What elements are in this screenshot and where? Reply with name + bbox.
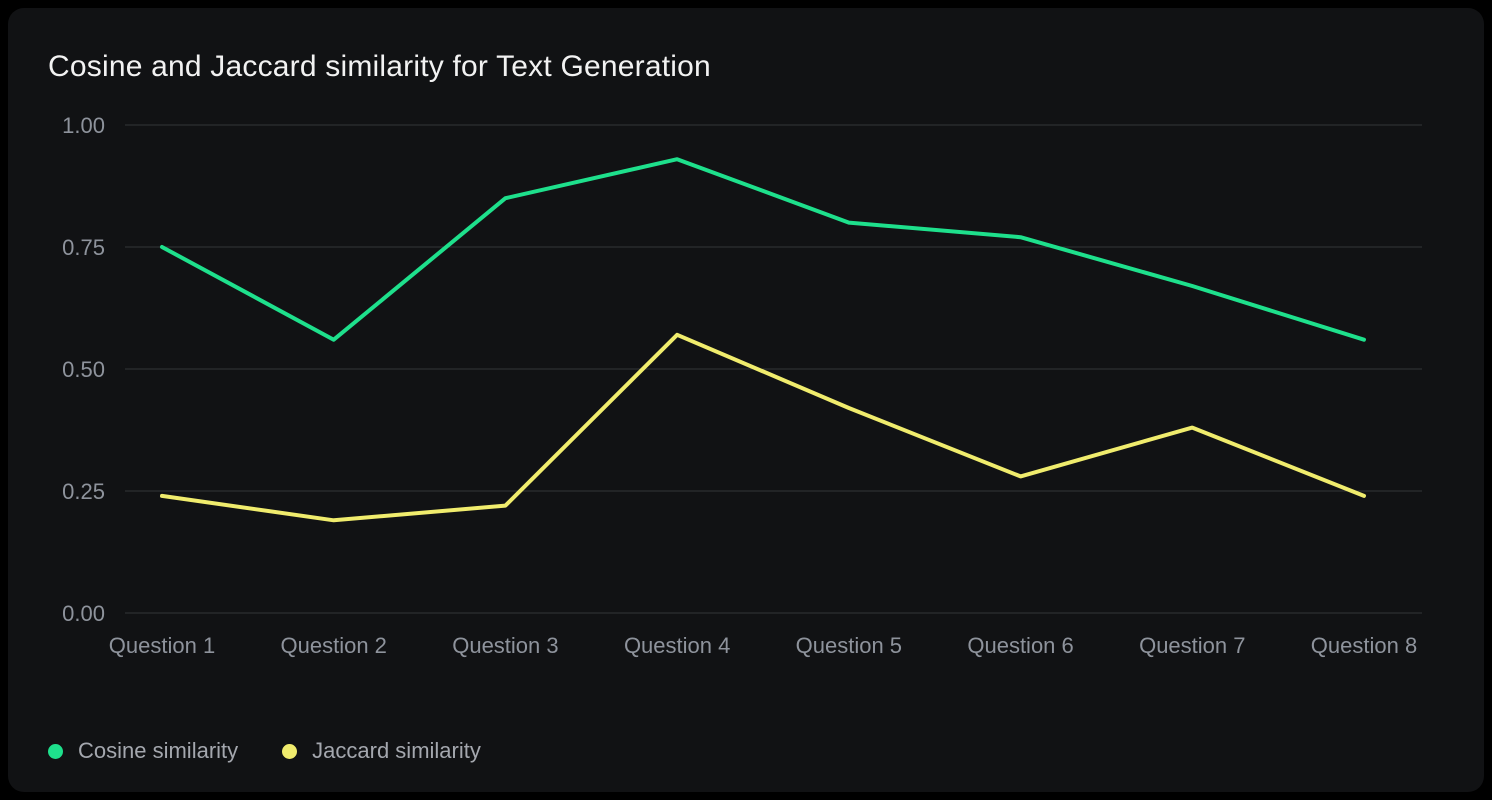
legend-dot-cosine-icon — [48, 743, 63, 759]
x-axis-tick-label: Question 4 — [624, 633, 730, 658]
legend-dot-jaccard-icon — [282, 743, 298, 759]
y-axis-tick-label: 0.75 — [62, 235, 105, 260]
x-axis-tick-label: Question 7 — [1139, 633, 1245, 658]
y-axis-tick-label: 0.25 — [62, 479, 105, 504]
legend-label-cosine: Cosine similarity — [78, 738, 239, 763]
chart-title: Cosine and Jaccard similarity for Text G… — [48, 50, 711, 83]
chart-legend: Cosine similarity Jaccard similarity — [48, 738, 481, 764]
chart-card: Cosine and Jaccard similarity for Text G… — [8, 8, 1484, 792]
x-axis-tick-label: Question 2 — [281, 633, 387, 658]
legend-label-jaccard: Jaccard similarity — [312, 738, 481, 763]
x-axis-tick-label: Question 1 — [109, 633, 215, 658]
legend-item-jaccard-similarity[interactable]: Jaccard similarity — [282, 738, 481, 764]
legend-item-cosine-similarity[interactable]: Cosine similarity — [48, 738, 238, 764]
cosine-similarity-line — [160, 157, 1366, 342]
y-axis-tick-label: 0.00 — [62, 601, 105, 626]
x-axis-tick-label: Question 6 — [967, 633, 1073, 658]
jaccard-similarity-line — [160, 332, 1366, 523]
x-axis-tick-label: Question 8 — [1311, 633, 1417, 658]
x-axis-tick-label: Question 3 — [452, 633, 558, 658]
x-axis-tick-label: Question 5 — [796, 633, 902, 658]
y-axis-tick-label: 1.00 — [62, 113, 105, 138]
y-axis-tick-label: 0.50 — [62, 357, 105, 382]
